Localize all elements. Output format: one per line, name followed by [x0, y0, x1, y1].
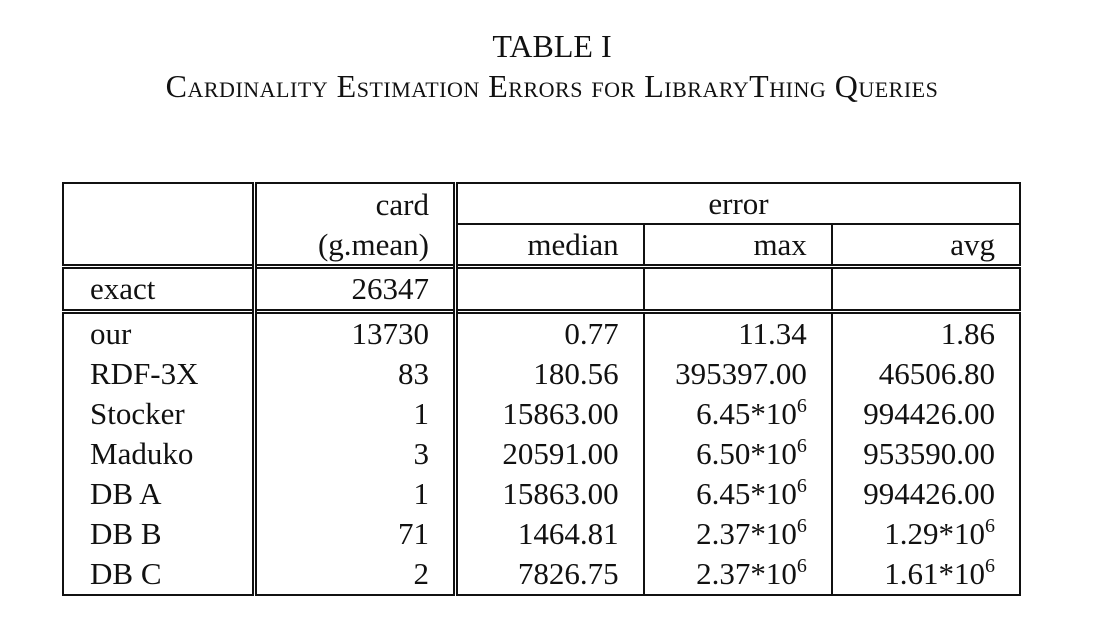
- max-cell: [643, 264, 833, 312]
- max-cell-exponent: 6: [796, 555, 807, 577]
- table-row: Stocker 1 15863.00 6.45*106 994426.00: [62, 394, 1022, 434]
- max-cell-exponent: 6: [796, 435, 807, 457]
- table-row: our 13730 0.77 11.34 1.86: [62, 309, 1022, 354]
- median-cell: 15863.00: [455, 474, 645, 514]
- max-cell: 2.37*106: [643, 514, 833, 554]
- header-median: median: [455, 223, 645, 267]
- avg-cell: 953590.00: [831, 434, 1022, 474]
- header-max: max: [643, 223, 833, 267]
- avg-cell: [831, 264, 1022, 312]
- avg-cell-base: 46506.80: [878, 356, 995, 391]
- median-cell: [455, 264, 645, 312]
- table-row: RDF-3X 83 180.56 395397.00 46506.80: [62, 354, 1022, 394]
- avg-cell: 994426.00: [831, 394, 1022, 434]
- row-name-cell: Stocker: [62, 394, 257, 434]
- max-cell-base: 2.37*10: [696, 516, 797, 551]
- avg-cell-base: 1.29*10: [884, 516, 985, 551]
- row-name-cell: DB A: [62, 474, 257, 514]
- avg-cell: 1.86: [831, 309, 1022, 354]
- max-cell-base: 6.50*10: [696, 436, 797, 471]
- max-cell-base: 395397.00: [675, 356, 807, 391]
- max-cell-base: 11.34: [738, 316, 807, 351]
- card-cell: 1: [254, 394, 458, 434]
- median-cell: 7826.75: [455, 554, 645, 596]
- card-cell: 83: [254, 354, 458, 394]
- avg-cell-base: 994426.00: [863, 396, 995, 431]
- max-cell-exponent: 6: [796, 515, 807, 537]
- avg-cell: 1.61*106: [831, 554, 1022, 596]
- max-cell-base: 6.45*10: [696, 476, 797, 511]
- card-cell: 2: [254, 554, 458, 596]
- median-cell: 20591.00: [455, 434, 645, 474]
- header-row-2: (g.mean) median max avg: [62, 223, 1022, 267]
- table-caption-label: TABLE I: [492, 28, 612, 64]
- avg-cell: 1.29*106: [831, 514, 1022, 554]
- avg-cell-base: 1.86: [940, 316, 995, 351]
- card-cell: 26347: [254, 264, 458, 312]
- avg-cell: 994426.00: [831, 474, 1022, 514]
- header-card: card: [254, 182, 458, 224]
- cardinality-error-table: card error (g.mean) median max avg exact…: [62, 182, 1022, 596]
- card-cell: 13730: [254, 309, 458, 354]
- table-caption-title: Cardinality Estimation Errors for Librar…: [165, 68, 939, 104]
- avg-cell-exponent: 6: [985, 515, 995, 537]
- max-cell-base: 2.37*10: [696, 556, 797, 591]
- header-card-gmean: (g.mean): [254, 224, 458, 267]
- max-cell: 6.45*106: [643, 394, 833, 434]
- max-cell: 395397.00: [643, 354, 833, 394]
- median-cell: 15863.00: [455, 394, 645, 434]
- avg-cell-base: 953590.00: [863, 436, 995, 471]
- max-cell: 6.50*106: [643, 434, 833, 474]
- header-row-1: card error: [62, 182, 1021, 224]
- avg-cell-exponent: 6: [985, 555, 995, 577]
- row-name-cell: DB C: [62, 554, 257, 596]
- row-name-cell: our: [62, 309, 257, 354]
- header-empty-cell: [62, 224, 257, 267]
- card-cell: 1: [254, 474, 458, 514]
- card-cell: 3: [254, 434, 458, 474]
- avg-cell-base: 994426.00: [863, 476, 995, 511]
- table-row: DB A 1 15863.00 6.45*106 994426.00: [62, 474, 1022, 514]
- max-cell: 11.34: [643, 309, 833, 354]
- max-cell: 6.45*106: [643, 474, 833, 514]
- header-avg: avg: [831, 223, 1022, 267]
- median-cell: 0.77: [455, 309, 645, 354]
- row-name-cell: Maduko: [62, 434, 257, 474]
- row-name-cell: exact: [62, 264, 257, 312]
- table-row: exact 26347: [62, 264, 1022, 312]
- max-cell: 2.37*106: [643, 554, 833, 596]
- row-name-cell: DB B: [62, 514, 257, 554]
- max-cell-exponent: 6: [796, 475, 807, 497]
- avg-cell: 46506.80: [831, 354, 1022, 394]
- card-cell: 71: [254, 514, 458, 554]
- row-name-cell: RDF-3X: [62, 354, 257, 394]
- median-cell: 180.56: [455, 354, 645, 394]
- header-error: error: [455, 182, 1021, 224]
- table-row: Maduko 3 20591.00 6.50*106 953590.00: [62, 434, 1022, 474]
- header-empty-cell: [62, 182, 257, 224]
- table-row: DB B 71 1464.81 2.37*106 1.29*106: [62, 514, 1022, 554]
- avg-cell-base: 1.61*10: [884, 556, 985, 591]
- table-row: DB C 2 7826.75 2.37*106 1.61*106: [62, 554, 1022, 596]
- max-cell-base: 6.45*10: [696, 396, 797, 431]
- max-cell-exponent: 6: [796, 395, 807, 417]
- median-cell: 1464.81: [455, 514, 645, 554]
